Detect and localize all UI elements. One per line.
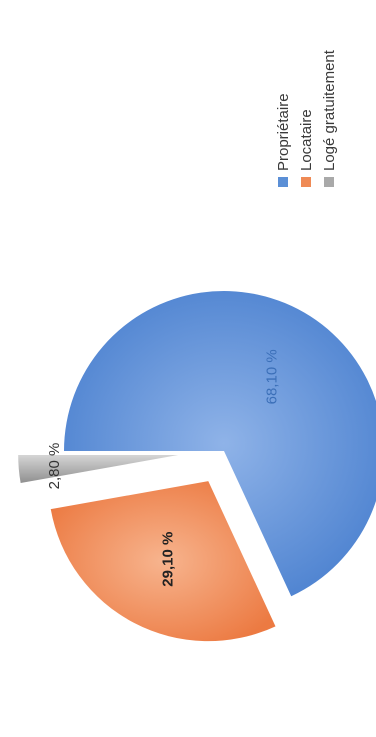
legend-label: Locataire <box>298 109 315 171</box>
legend-item-loge-gratuitement: Logé gratuitement <box>321 49 338 187</box>
legend-item-locataire: Locataire <box>298 109 315 187</box>
pie-slice-locataire <box>50 481 276 642</box>
slice-value-label-loge-gratuitement: 2,80 % <box>46 443 63 490</box>
slice-value-label-locataire: 29,10 % <box>160 532 177 587</box>
legend-item-proprietaire: Propriétaire <box>275 93 292 187</box>
legend-swatch <box>324 177 334 187</box>
legend-label: Logé gratuitement <box>321 49 338 171</box>
legend-label: Propriétaire <box>275 93 292 171</box>
slice-value-label-proprietaire: 68,10 % <box>263 349 280 404</box>
legend-swatch <box>301 177 311 187</box>
pie-slice-proprietaire <box>64 291 376 597</box>
legend-swatch <box>278 177 288 187</box>
pie-slice-loge-gratuitement <box>18 455 179 484</box>
